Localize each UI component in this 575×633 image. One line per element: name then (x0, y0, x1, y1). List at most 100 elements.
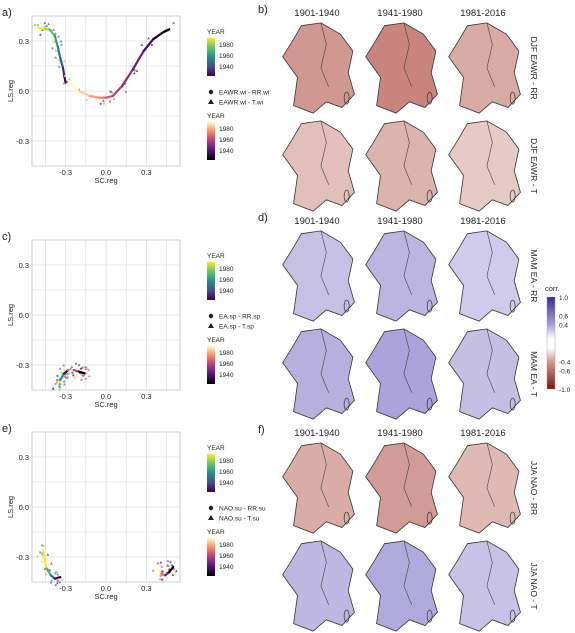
period-label: 1901-1940 (294, 216, 339, 227)
period-label: 1981-2016 (460, 216, 505, 227)
data-point (59, 367, 62, 370)
x-axis-label: SC.reg (94, 176, 117, 185)
legend-tick: 1980 (219, 542, 234, 549)
series-line-0 (56, 44, 62, 59)
series-line-1 (77, 89, 91, 98)
corsica-outline (509, 397, 516, 411)
corsica-outline (509, 91, 516, 105)
border-line (403, 442, 412, 507)
data-point-triangle (174, 569, 178, 573)
data-point-triangle (102, 99, 105, 102)
france-region (448, 442, 521, 534)
border-line (486, 120, 495, 185)
data-point-triangle (45, 24, 49, 28)
row-label: MAM EA - RR (529, 250, 539, 303)
corsica-outline (343, 91, 350, 105)
data-point (158, 578, 162, 581)
data-point-triangle (87, 374, 91, 378)
data-point-triangle (74, 361, 78, 365)
data-point (169, 561, 172, 564)
series-line-1 (67, 79, 81, 93)
data-point-triangle (44, 572, 48, 576)
x-tick-label: -0.3 (59, 584, 72, 593)
scatter-panel-0: a) -0.3 0.0 0.3 0.3 0.0 -0.3 SC.reg LS.reg YEAR 19… (2, 7, 269, 185)
data-point-triangle (39, 21, 43, 25)
legend-tick: 1960 (219, 277, 234, 284)
data-point-triangle (160, 569, 164, 573)
data-point-triangle (55, 581, 59, 585)
france-region (282, 22, 355, 114)
legend-title: YEAR (207, 29, 225, 36)
y-tick-label: 0.0 (19, 87, 29, 96)
legend-colorbar-viridis (207, 454, 215, 492)
legend-tick: 1940 (219, 64, 234, 71)
data-point-triangle (80, 378, 83, 381)
data-point-triangle (60, 370, 63, 374)
data-point (54, 382, 57, 386)
legend-circle (208, 89, 214, 95)
border-line (403, 22, 412, 87)
data-point (62, 368, 66, 371)
data-point-triangle (166, 564, 170, 567)
france-region (365, 120, 438, 212)
data-point-triangle (54, 570, 58, 574)
border-line (403, 230, 412, 295)
data-point-triangle (110, 90, 114, 94)
data-point-triangle (140, 43, 144, 46)
legend-tick: 1940 (219, 148, 234, 155)
series-line-1 (131, 49, 145, 71)
series-line-1 (168, 565, 175, 574)
france-region (365, 230, 438, 322)
data-point (156, 562, 159, 565)
data-point-triangle (52, 28, 56, 31)
colorbar-tick: 0.4 (559, 323, 568, 330)
legend-shape-label: EAWR.wi - RR.wi (219, 90, 269, 97)
legend-tick: 1940 (219, 564, 234, 571)
map-panel-0: b) 1901-1940 1941-1980 1981-2016 DJF EAWR - … (258, 4, 539, 213)
legend-shape-label: NAO.su - T.su (219, 516, 260, 523)
series-line-0 (41, 549, 48, 570)
data-point (62, 364, 65, 367)
data-point (33, 23, 37, 27)
data-point-triangle (62, 81, 66, 85)
scatter-panel-1: c) -0.3 0.0 0.3 0.3 0.0 -0.3 SC.reg LS.reg YEAR 19… (2, 231, 261, 409)
panel-letter: f) (258, 424, 265, 436)
series-line-0 (59, 372, 66, 382)
map-cell (278, 229, 356, 323)
data-point (52, 40, 55, 43)
data-point (63, 74, 66, 78)
panel-letter: e) (2, 423, 12, 435)
corsica-outline (343, 189, 350, 203)
data-point (56, 374, 59, 377)
data-point (171, 564, 174, 567)
data-point-triangle (58, 382, 62, 385)
data-point-triangle (62, 382, 66, 386)
france-region (365, 442, 438, 534)
data-point-triangle (51, 386, 55, 390)
france-region (282, 540, 355, 632)
series-line-0 (53, 575, 62, 580)
data-point-triangle (129, 64, 133, 68)
legend-circle (208, 313, 214, 319)
row-label: JJA NAO - T (529, 562, 539, 609)
legend-tick: 1940 (219, 372, 234, 379)
map-cell (444, 229, 522, 323)
corsica-outline (343, 397, 350, 411)
series-line-0 (59, 56, 65, 69)
period-label: 1941-1980 (377, 8, 422, 19)
border-line (320, 540, 329, 605)
france-region (282, 120, 355, 212)
series-line-1 (161, 28, 171, 34)
period-label: 1941-1980 (377, 428, 422, 439)
data-point (166, 560, 170, 563)
legend-circle (208, 505, 214, 511)
data-point-triangle (147, 36, 150, 40)
data-point-triangle (73, 376, 77, 379)
data-point-triangle (67, 371, 71, 375)
y-axis-label: LS.reg (6, 496, 15, 518)
panel-letter: a) (2, 7, 12, 19)
france-region (365, 540, 438, 632)
y-tick-label: 0.3 (19, 37, 29, 46)
corsica-outline (509, 511, 516, 525)
map-cell (278, 119, 356, 213)
